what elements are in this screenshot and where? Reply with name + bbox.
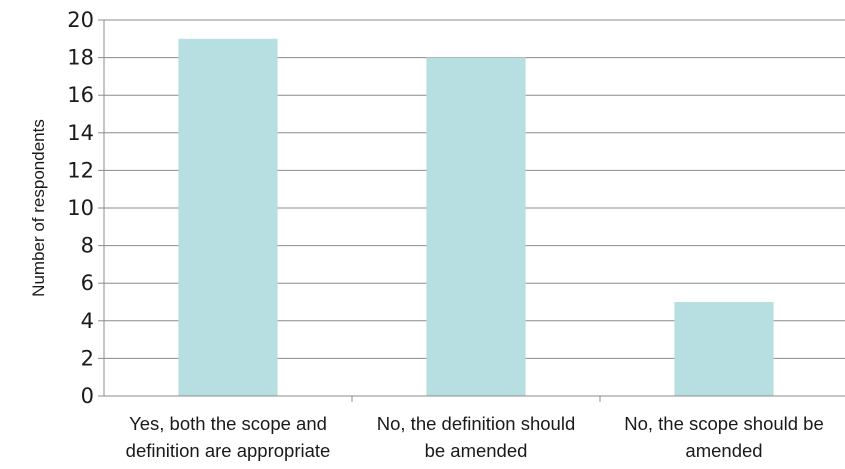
x-category-label: Yes, both the scope and definition are ap… <box>126 413 331 461</box>
y-tick-label: 14 <box>67 121 94 145</box>
y-tick-label: 10 <box>67 196 94 220</box>
axes <box>103 20 845 402</box>
y-tick-label: 4 <box>81 309 94 333</box>
y-tick-label: 16 <box>67 83 94 107</box>
y-tick-label: 8 <box>81 234 94 258</box>
x-category-label-line: definition are appropriate <box>126 440 331 461</box>
x-category-label-line: No, the definition should <box>377 413 576 434</box>
x-category-label: No, the scope should be amended <box>624 413 824 461</box>
y-axis-title: Number of respondents <box>29 119 48 297</box>
y-tick-label: 0 <box>81 384 94 408</box>
bar <box>674 302 774 396</box>
y-tick-label: 2 <box>81 346 94 370</box>
x-category-label-line: Yes, both the scope and <box>129 413 327 434</box>
x-category-label-line: amended <box>685 440 762 461</box>
y-tick-label: 6 <box>81 271 94 295</box>
y-tick-label: 20 <box>67 8 94 32</box>
bar <box>426 57 526 396</box>
bars <box>178 38 774 397</box>
y-tick-labels: 0 2 4 6 8 10 12 14 16 18 20 <box>67 8 94 408</box>
x-category-label-line: No, the scope should be <box>624 413 824 434</box>
x-category-label-line: be amended <box>425 440 528 461</box>
x-category-label: No, the definition should be amended <box>377 413 576 461</box>
x-category-labels: Yes, both the scope and definition are ap… <box>126 413 824 461</box>
y-tick-label: 12 <box>67 158 94 182</box>
y-tick-label: 18 <box>67 46 94 70</box>
bar <box>178 38 278 397</box>
